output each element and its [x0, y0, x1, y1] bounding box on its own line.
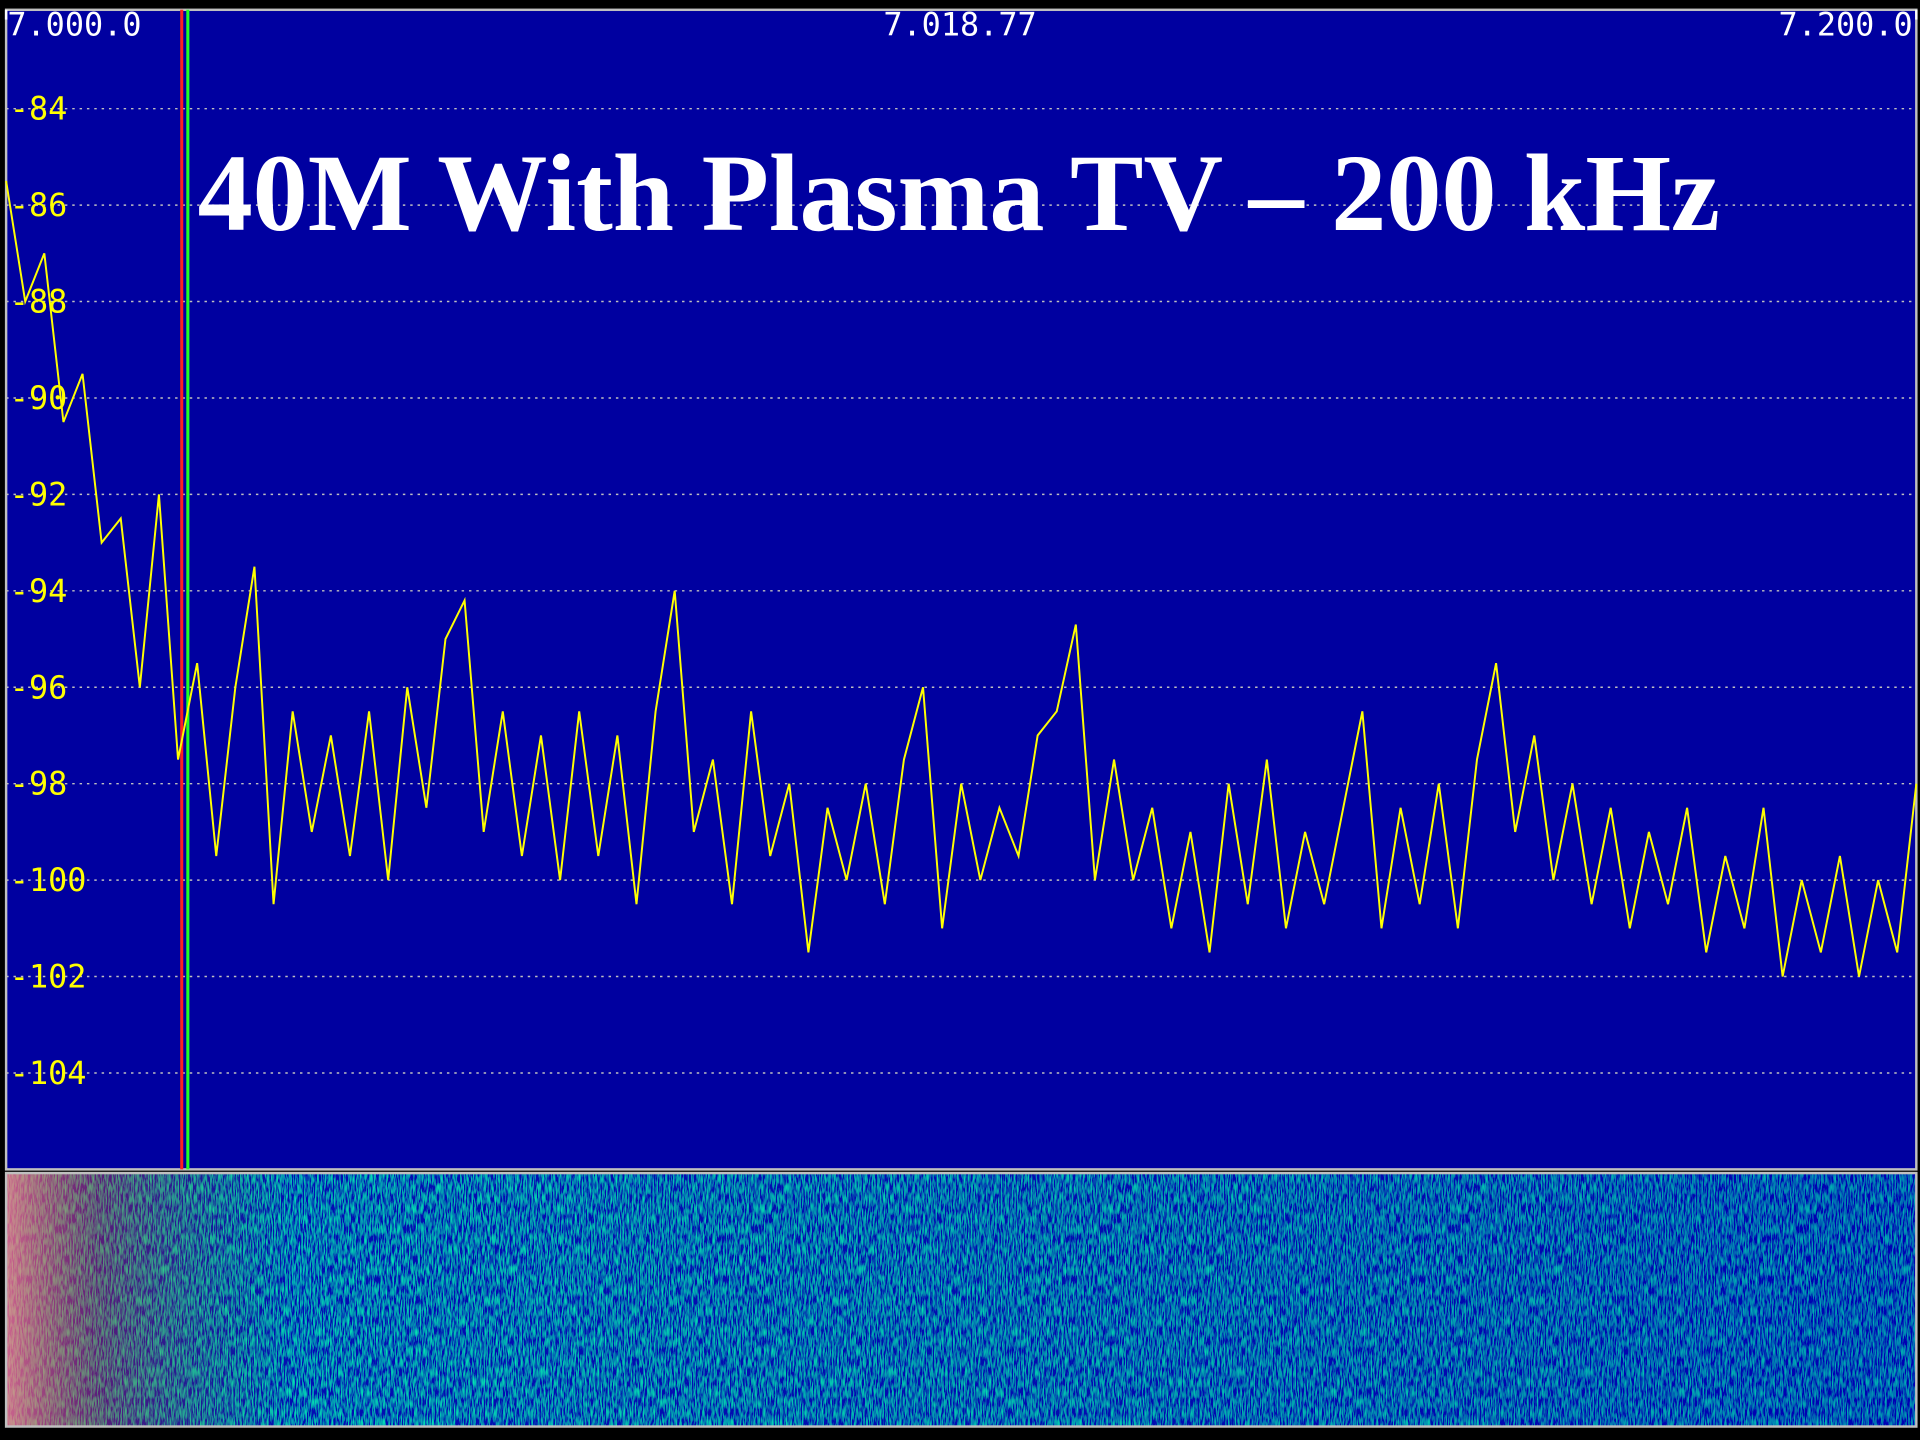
waterfall-frame: [4, 1171, 1918, 1428]
y-tick-label: -98: [10, 765, 68, 803]
y-tick-label: -94: [10, 572, 68, 610]
y-tick-label: -102: [10, 958, 87, 996]
trace-layer: [5, 180, 1918, 977]
labels: -84 -86 -88 -90 -92 -94 -96 -98 -100 -102 -104 7.00…: [7, 6, 1912, 1092]
y-tick-label: -90: [10, 379, 68, 417]
waterfall: [4, 1171, 1918, 1428]
y-tick-label: -86: [10, 186, 68, 224]
x-tick-label: 7.200.0: [1779, 6, 1913, 44]
y-tick-label: -88: [10, 283, 68, 321]
x-tick-label: 7.000.0: [7, 6, 141, 44]
y-tick-label: -92: [10, 475, 68, 513]
y-tick-label: -84: [10, 90, 68, 128]
waterfall-heat: [6, 1173, 1917, 1427]
marker-label: 7.018.77: [883, 6, 1036, 44]
y-tick-label: -96: [10, 668, 68, 706]
chart-title: 40M With Plasma TV – 200 kHz: [198, 132, 1720, 254]
grid: [4, 9, 1918, 1170]
y-tick-label: -104: [10, 1054, 87, 1092]
y-tick-label: -100: [10, 861, 87, 899]
spectrum-trace: [5, 180, 1918, 977]
